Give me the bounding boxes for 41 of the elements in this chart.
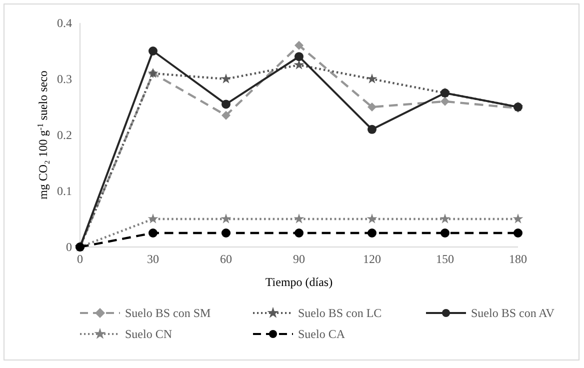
legend-label: Suelo BS con LC [298, 306, 382, 320]
x-tick-label: 90 [293, 252, 305, 266]
point [440, 228, 450, 238]
point [294, 52, 304, 62]
x-tick-label: 0 [77, 252, 83, 266]
point [294, 228, 304, 238]
legend-label: Suelo CA [298, 327, 346, 342]
point [514, 228, 522, 238]
point [148, 214, 158, 224]
point [366, 74, 378, 84]
point [148, 46, 158, 56]
point [366, 214, 378, 224]
point [220, 74, 232, 84]
point [222, 228, 230, 238]
x-tick-label: 120 [363, 252, 381, 266]
point [367, 102, 377, 112]
point [512, 214, 524, 224]
legend-label: Suelo BS con AV [471, 306, 555, 320]
y-tick-label: 0 [66, 240, 72, 254]
y-tick-label: 0.4 [57, 16, 72, 30]
y-tick-label: 0.3 [57, 72, 72, 86]
point [294, 214, 304, 224]
x-axis-title: Tiempo (días) [265, 275, 333, 289]
x-tick-label: 30 [147, 252, 159, 266]
point [148, 228, 158, 238]
point [440, 214, 450, 224]
point [220, 214, 232, 224]
point [440, 96, 450, 106]
legend-label: Suelo BS con SM [125, 306, 212, 320]
x-tick-label: 180 [509, 252, 527, 266]
point [368, 228, 376, 238]
point [368, 124, 376, 134]
x-tick-label: 150 [436, 252, 454, 266]
point [222, 100, 230, 109]
legend-label: Suelo CN [125, 327, 172, 342]
y-tick-label: 0.2 [57, 128, 72, 142]
x-tick-label: 60 [220, 252, 232, 266]
point [294, 40, 304, 50]
point [221, 110, 231, 120]
y-tick-label: 0.1 [57, 184, 72, 198]
point [294, 60, 304, 70]
